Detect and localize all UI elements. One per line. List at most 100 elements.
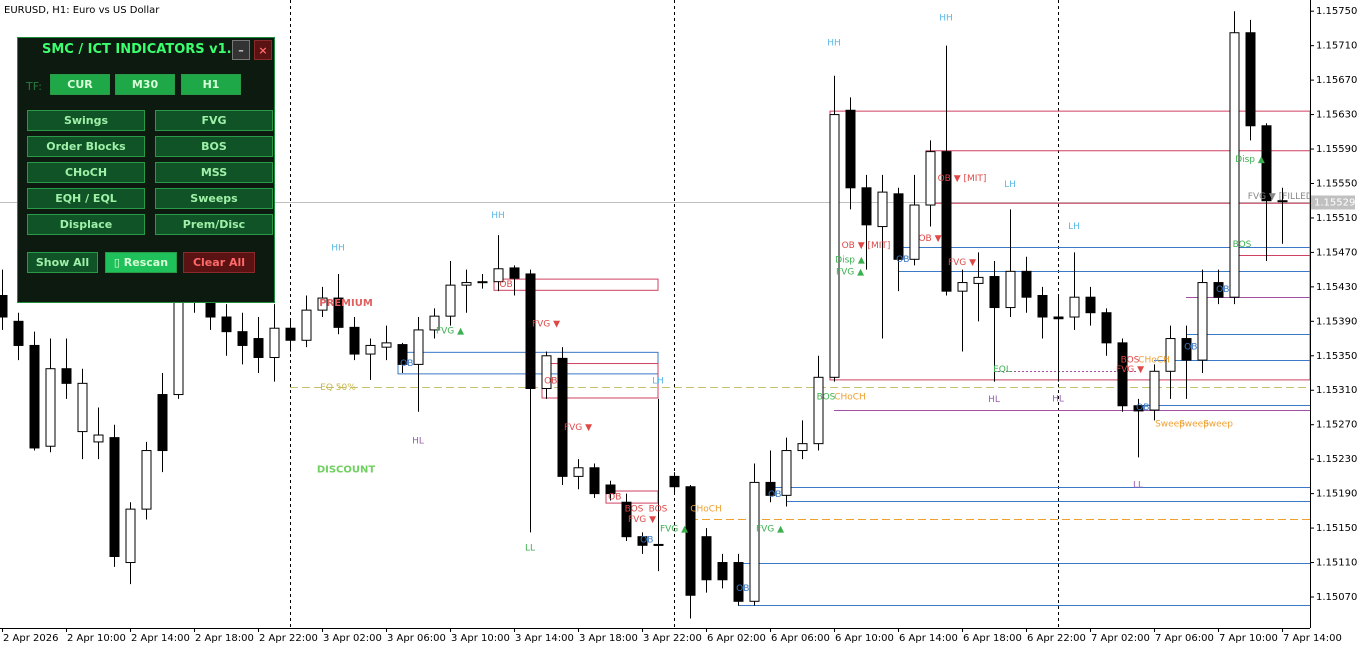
candle-body <box>1069 296 1080 318</box>
y-tick-label: 1.15390 <box>1316 316 1357 327</box>
annotation: FVG ▲ <box>756 524 784 534</box>
candle-body <box>829 114 840 378</box>
toggle-button[interactable]: FVG <box>155 110 273 131</box>
annotation: EQL <box>993 365 1011 375</box>
x-tick-label: 2 Apr 14:00 <box>131 633 190 644</box>
candle-body <box>733 562 744 602</box>
annotation: BOS <box>1121 356 1140 366</box>
annotation: OB <box>499 280 512 290</box>
annotation: Disp ▲ <box>1235 155 1265 165</box>
candle-body <box>605 484 616 495</box>
x-tick-label: 7 Apr 06:00 <box>1155 633 1214 644</box>
annotation: EQ 50% <box>320 383 356 393</box>
y-tick-label: 1.15550 <box>1316 178 1357 189</box>
toggle-button[interactable]: Sweeps <box>155 188 273 209</box>
annotation: DISCOUNT <box>317 464 376 475</box>
y-tick-label: 1.15510 <box>1316 213 1357 224</box>
candle-body <box>1277 200 1288 203</box>
annotation: FVG ▼ [FILLED] <box>1248 192 1316 202</box>
annotation: OB ▼ <box>918 234 941 244</box>
candle-body <box>717 562 728 581</box>
annotation: HH <box>939 14 953 24</box>
candle-body <box>781 450 792 496</box>
candle-body <box>621 501 632 538</box>
toggle-button[interactable]: CHoCH <box>27 162 145 183</box>
y-tick-label: 1.15710 <box>1316 41 1357 52</box>
annotation: OB <box>1184 343 1197 353</box>
candle-body <box>1261 125 1272 202</box>
candle-body <box>1053 316 1064 320</box>
indicator-panel: SMC / ICT INDICATORS v1.20 – × TF: CUR M… <box>17 37 275 303</box>
candle-body <box>1181 338 1192 361</box>
annotation: LH <box>652 376 664 386</box>
x-tick-label: 2 Apr 22:00 <box>259 633 318 644</box>
y-tick-label: 1.15230 <box>1316 454 1357 465</box>
toggle-button[interactable]: BOS <box>155 136 273 157</box>
candle-body <box>973 276 984 284</box>
last-price-tag <box>1311 195 1355 210</box>
annotation: Sweep <box>1155 419 1185 429</box>
x-tick-label: 3 Apr 18:00 <box>579 633 638 644</box>
candle-body <box>1149 370 1160 411</box>
annotation: LH <box>1068 222 1080 232</box>
show-all-button[interactable]: Show All <box>27 252 98 273</box>
toggle-button[interactable]: Displace <box>27 214 145 235</box>
toggle-button[interactable]: Order Blocks <box>27 136 145 157</box>
annotation: BOS <box>625 505 644 515</box>
clear-all-button[interactable]: Clear All <box>183 252 255 273</box>
x-tick-label: 6 Apr 06:00 <box>771 633 830 644</box>
rescan-button[interactable]: ▯ Rescan <box>105 252 177 273</box>
y-tick-label: 1.15750 <box>1316 6 1357 17</box>
candle-body <box>573 467 584 477</box>
tf-button[interactable]: CUR <box>50 74 110 95</box>
close-button[interactable]: × <box>254 40 272 60</box>
candle-body <box>701 536 712 581</box>
minimize-button[interactable]: – <box>232 40 250 60</box>
candle-body <box>749 481 760 602</box>
candle-body <box>589 467 600 495</box>
annotation: Disp ▲ <box>835 256 865 266</box>
candle-body <box>365 344 376 355</box>
toggle-button[interactable]: EQH / EQL <box>27 188 145 209</box>
annotation: FVG ▼ <box>532 319 560 329</box>
annotation: HL <box>412 437 424 447</box>
annotation: CHoCH <box>690 505 722 515</box>
candle-body <box>989 276 1000 309</box>
tf-button[interactable]: M30 <box>115 74 175 95</box>
candle-body <box>1005 270 1016 309</box>
plot-area: HH HH HL LL LH HH HH LH LH HL HL LL PREMIUM DISCOUNT E… <box>0 0 1316 628</box>
candle-body <box>1165 338 1176 372</box>
toggle-button[interactable]: Swings <box>27 110 145 131</box>
annotation: CHoCH <box>1138 356 1170 366</box>
annotation: OB <box>544 376 557 386</box>
annotation: FVG ▼ <box>948 258 976 268</box>
annotation: OB ▼ [MIT] <box>842 241 891 251</box>
x-tick-label: 3 Apr 10:00 <box>451 633 510 644</box>
tf-button[interactable]: H1 <box>181 74 241 95</box>
toggle-button[interactable]: MSS <box>155 162 273 183</box>
annotation: HH <box>491 211 505 221</box>
annotation: BOS <box>1233 240 1252 250</box>
candle-body <box>1101 312 1112 344</box>
candle-body <box>1245 32 1256 127</box>
annotation: FVG ▲ <box>660 524 688 534</box>
candle-body <box>301 309 312 341</box>
annotation: HL <box>1052 394 1064 404</box>
annotation: FVG ▲ <box>436 326 464 336</box>
annotation: OB <box>768 490 781 500</box>
candle-body <box>45 368 56 447</box>
annotation: BOS <box>649 505 668 515</box>
annotation: HL <box>988 395 1000 405</box>
annotation: OB ▼ [MIT] <box>938 174 987 184</box>
candle-body <box>1021 270 1032 298</box>
y-tick-label: 1.15630 <box>1316 110 1357 121</box>
annotation: HH <box>331 244 345 254</box>
annotation: BOS <box>817 393 836 403</box>
y-tick-label: 1.15310 <box>1316 385 1357 396</box>
toggle-button[interactable]: Prem/Disc <box>155 214 273 235</box>
x-tick-label: 7 Apr 14:00 <box>1283 633 1342 644</box>
x-tick-label: 3 Apr 06:00 <box>387 633 446 644</box>
x-tick-label: 6 Apr 14:00 <box>899 633 958 644</box>
last-price-label: 1.15529 <box>1314 198 1355 209</box>
annotation: LL <box>525 543 535 553</box>
